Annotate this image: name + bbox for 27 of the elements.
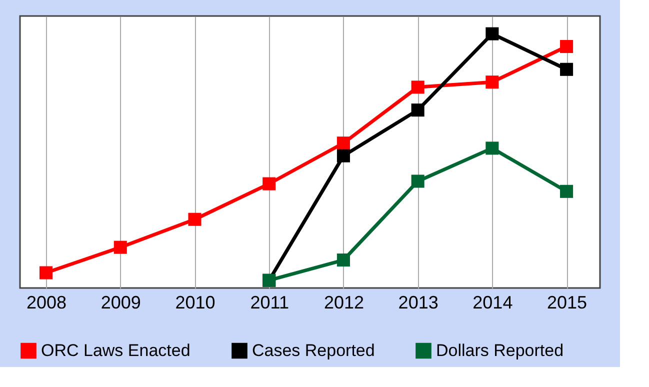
point [262, 177, 276, 190]
point [560, 40, 574, 54]
point [486, 27, 499, 40]
legend-label: Dollars Reported [436, 340, 564, 360]
point [560, 62, 574, 76]
point [40, 266, 53, 280]
point [486, 142, 499, 155]
x-tick-label: 2014 [472, 292, 513, 312]
point [336, 149, 350, 162]
point [486, 76, 499, 89]
point [336, 254, 350, 267]
point [411, 80, 424, 94]
point [188, 212, 202, 226]
legend-label: ORC Laws Enacted [41, 340, 190, 360]
x-tick-label: 2010 [175, 292, 216, 312]
point [411, 174, 424, 188]
x-tick-label: 2008 [26, 292, 67, 312]
x-tick-label: 2013 [398, 292, 438, 312]
point [114, 240, 127, 254]
point [411, 104, 424, 117]
x-tick-label: 2009 [100, 292, 141, 312]
x-tick-label: 2015 [547, 292, 588, 312]
x-tick-label: 2011 [250, 292, 289, 312]
x-tick-label: 2012 [324, 292, 364, 312]
point [560, 184, 574, 198]
point [336, 136, 350, 150]
legend-label: Cases Reported [252, 340, 375, 360]
